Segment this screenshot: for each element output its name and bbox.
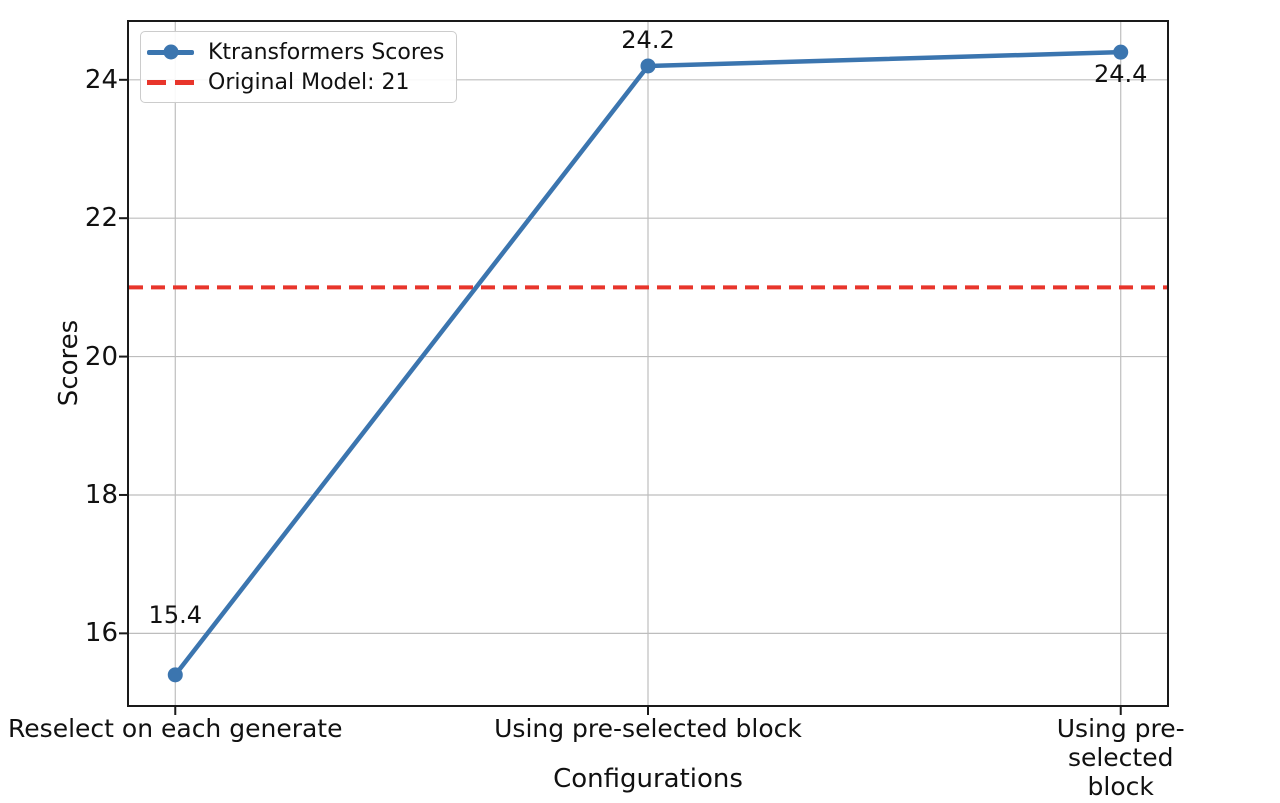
y-axis-label: Scores bbox=[54, 319, 84, 407]
y-tick-label: 20 bbox=[84, 341, 118, 372]
data-point-marker bbox=[640, 58, 656, 74]
data-point-marker bbox=[1113, 44, 1129, 60]
data-point-marker bbox=[167, 667, 183, 683]
y-tick-label: 18 bbox=[84, 479, 118, 510]
y-tick-label: 16 bbox=[84, 618, 118, 649]
legend-entry-reference: Original Model: 21 bbox=[147, 69, 444, 95]
y-tick-label: 22 bbox=[84, 203, 118, 234]
y-tick-label: 24 bbox=[84, 64, 118, 95]
legend-series-line-icon bbox=[147, 44, 194, 60]
data-point-label: 15.4 bbox=[148, 600, 202, 629]
legend-reference-label: Original Model: 21 bbox=[208, 69, 410, 95]
legend: Ktransformers Scores Original Model: 21 bbox=[140, 31, 458, 103]
legend-entry-series: Ktransformers Scores bbox=[147, 39, 444, 65]
legend-series-label: Ktransformers Scores bbox=[208, 39, 445, 65]
x-tick-label: Using pre-selected block bbox=[494, 714, 802, 743]
data-point-label: 24.2 bbox=[621, 25, 675, 54]
legend-reference-dash-icon bbox=[147, 79, 194, 85]
x-axis-label: Configurations bbox=[553, 764, 743, 794]
x-tick-label: Reselect on each generate bbox=[8, 714, 343, 743]
x-tick-label: Using pre-selected block First two layer… bbox=[1056, 714, 1185, 803]
data-point-label: 24.4 bbox=[1094, 60, 1148, 89]
plot-frame bbox=[127, 20, 1169, 707]
